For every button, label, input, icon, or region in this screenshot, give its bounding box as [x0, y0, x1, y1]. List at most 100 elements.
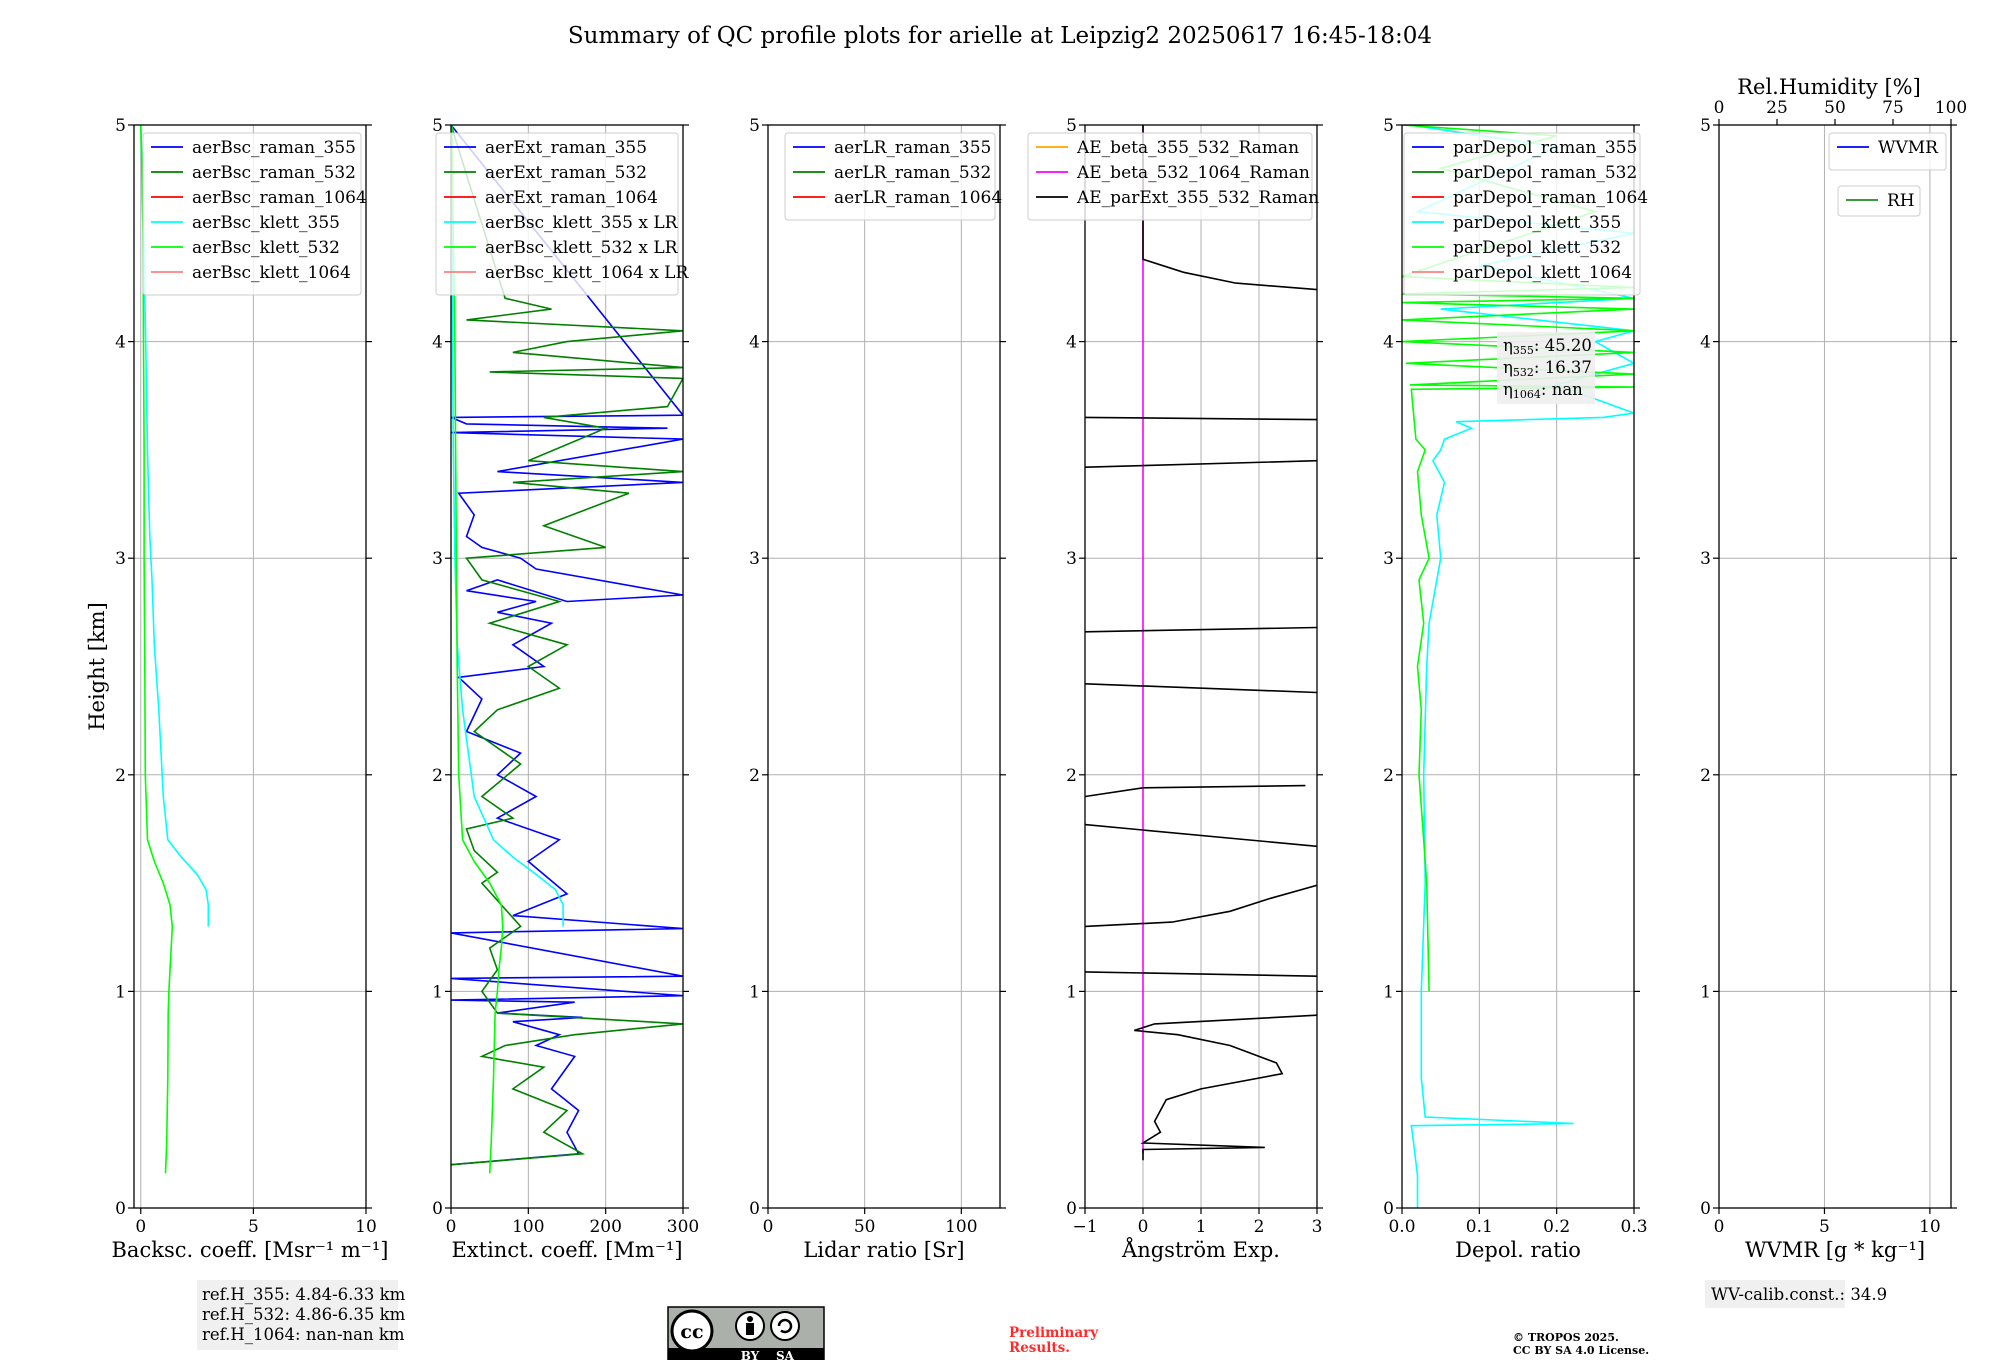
series-ext-raman_355 — [451, 125, 683, 1166]
x-tick-label: 5 — [1819, 1217, 1830, 1237]
sa-sharealike-icon — [770, 1311, 800, 1341]
legend-entry: aerLR_raman_355 — [834, 138, 991, 158]
x-tick-label: 200 — [589, 1217, 621, 1237]
y-tick-label: 2 — [115, 766, 126, 786]
x-tick-label: 0 — [1138, 1217, 1149, 1237]
series-ae-ae_parext — [1085, 626, 1317, 633]
legend-entry: aerLR_raman_532 — [834, 163, 991, 183]
legend-entry: aerBsc_klett_532 — [192, 238, 340, 258]
x-axis-label-depol: Depol. ratio — [1455, 1238, 1581, 1262]
legend-entry: aerExt_raman_1064 — [485, 188, 658, 208]
top-x-tick-label: 25 — [1766, 98, 1788, 118]
legend-entry: parDepol_raman_532 — [1453, 163, 1637, 183]
y-tick-label: 3 — [1700, 549, 1711, 569]
axes-frame-ext — [450, 124, 684, 1209]
series-bsc-klett_532 — [140, 125, 174, 1174]
svg-text:cc: cc — [680, 1321, 703, 1343]
legend-entry: aerBsc_raman_1064 — [192, 188, 367, 208]
y-tick-label: 0 — [115, 1199, 126, 1219]
y-tick-label: 1 — [432, 982, 443, 1002]
legend-bsc: aerBsc_raman_355 aerBsc_raman_532 aerBsc_r… — [142, 132, 367, 296]
y-tick-label: 1 — [115, 982, 126, 1002]
legend-entry: parDepol_klett_355 — [1453, 213, 1621, 233]
x-tick-label: 3 — [1312, 1217, 1323, 1237]
legend-lr: aerLR_raman_355 aerLR_raman_532 aerLR_rama… — [784, 132, 1002, 221]
y-tick-label: 5 — [1066, 116, 1077, 136]
legend-ae: AE_beta_355_532_Raman AE_beta_532_1064_Ra… — [1027, 132, 1319, 221]
x-tick-label: 10 — [355, 1217, 377, 1237]
y-tick-label: 5 — [432, 116, 443, 136]
x-tick-label: 0.3 — [1620, 1217, 1647, 1237]
y-tick-label: 3 — [115, 549, 126, 569]
eta-note: η355: 45.20 η532: 16.37 η1064: nan — [1497, 332, 1595, 404]
x-tick-label: 5 — [248, 1217, 259, 1237]
x-axis-label-ae: Ångström Exp. — [1121, 1237, 1280, 1262]
y-tick-label: 1 — [749, 982, 760, 1002]
legend-depol: parDepol_raman_355 parDepol_raman_532 parD… — [1403, 132, 1648, 296]
x-axis-label-wv: WVMR [g * kg⁻¹] — [1745, 1238, 1925, 1262]
y-tick-label: 4 — [1066, 333, 1077, 353]
x-tick-label: 0.0 — [1388, 1217, 1415, 1237]
eta-355: η355: 45.20 — [1503, 336, 1592, 357]
x-tick-label: 2 — [1254, 1217, 1265, 1237]
legend-entry: aerBsc_raman_355 — [192, 138, 356, 158]
series-ae-ae_parext — [1134, 1014, 1317, 1161]
grid-lr — [768, 125, 1000, 1208]
x-tick-label: 10 — [1919, 1217, 1941, 1237]
copyright-line-2: CC BY SA 4.0 License. — [1513, 1344, 1649, 1357]
x-tick-label: 0.2 — [1543, 1217, 1570, 1237]
y-tick-label: 2 — [1383, 766, 1394, 786]
legend-entry: parDepol_klett_1064 — [1453, 263, 1632, 283]
series-ae-ae_parext — [1085, 459, 1317, 468]
x-tick-label: 1 — [1196, 1217, 1207, 1237]
y-tick-label: 5 — [749, 116, 760, 136]
y-tick-label: 3 — [749, 549, 760, 569]
legend-entry: aerExt_raman_355 — [485, 138, 647, 158]
series-ae-ae_parext — [1085, 784, 1306, 798]
y-tick-label: 3 — [1066, 549, 1077, 569]
axes-frame-bsc — [133, 124, 367, 1209]
legend-entry: aerBsc_klett_355 x LR — [485, 213, 679, 233]
series-ae-ae_parext — [1085, 823, 1317, 848]
legend-entry: aerExt_raman_532 — [485, 163, 647, 183]
legend-entry: RH — [1887, 191, 1915, 211]
reference-height-note: ref.H_355: 4.84-6.33 km ref.H_532: 4.86-… — [197, 1280, 406, 1350]
x-tick-label: 0 — [1714, 1217, 1725, 1237]
legend-entry: aerBsc_raman_532 — [192, 163, 356, 183]
top-x-tick-label: 0 — [1714, 98, 1725, 118]
preliminary-label: Preliminary — [1009, 1325, 1099, 1341]
legend-wv: WVMR — [1828, 132, 1947, 171]
y-tick-label: 3 — [1383, 549, 1394, 569]
legend-entry: parDepol_raman_355 — [1453, 138, 1637, 158]
y-tick-label: 5 — [115, 116, 126, 136]
series-ext-klett_532 — [451, 125, 504, 1174]
badge-by: BY — [741, 1349, 760, 1360]
x-tick-label: 50 — [854, 1217, 876, 1237]
badge-sa: SA — [776, 1349, 795, 1360]
refh-1064: ref.H_1064: nan-nan km — [202, 1325, 405, 1344]
series-ae-ae_parext — [1085, 884, 1317, 928]
series-ae-ae_parext — [1085, 971, 1317, 977]
figure-title: Summary of QC profile plots for arielle … — [568, 23, 1432, 49]
y-tick-label: 3 — [432, 549, 443, 569]
y-tick-label: 5 — [1700, 116, 1711, 136]
x-axis-label-bsc: Backsc. coeff. [Msr⁻¹ m⁻¹] — [112, 1238, 389, 1262]
y-tick-label: 2 — [1700, 766, 1711, 786]
legend-rh: RH — [1837, 185, 1921, 217]
grid-wv — [1719, 125, 1951, 1208]
copyright-line-1: © TROPOS 2025. — [1513, 1331, 1619, 1344]
y-tick-label: 4 — [749, 333, 760, 353]
top-x-tick-label: 75 — [1882, 98, 1904, 118]
legend-entry: aerBsc_klett_532 x LR — [485, 238, 679, 258]
y-tick-label: 4 — [432, 333, 443, 353]
legend-entry: aerBsc_klett_355 — [192, 213, 340, 233]
x-tick-label: −1 — [1072, 1217, 1097, 1237]
x-tick-label: 0 — [446, 1217, 457, 1237]
legend-entry: aerLR_raman_1064 — [834, 188, 1002, 208]
grid-bsc — [134, 125, 366, 1208]
